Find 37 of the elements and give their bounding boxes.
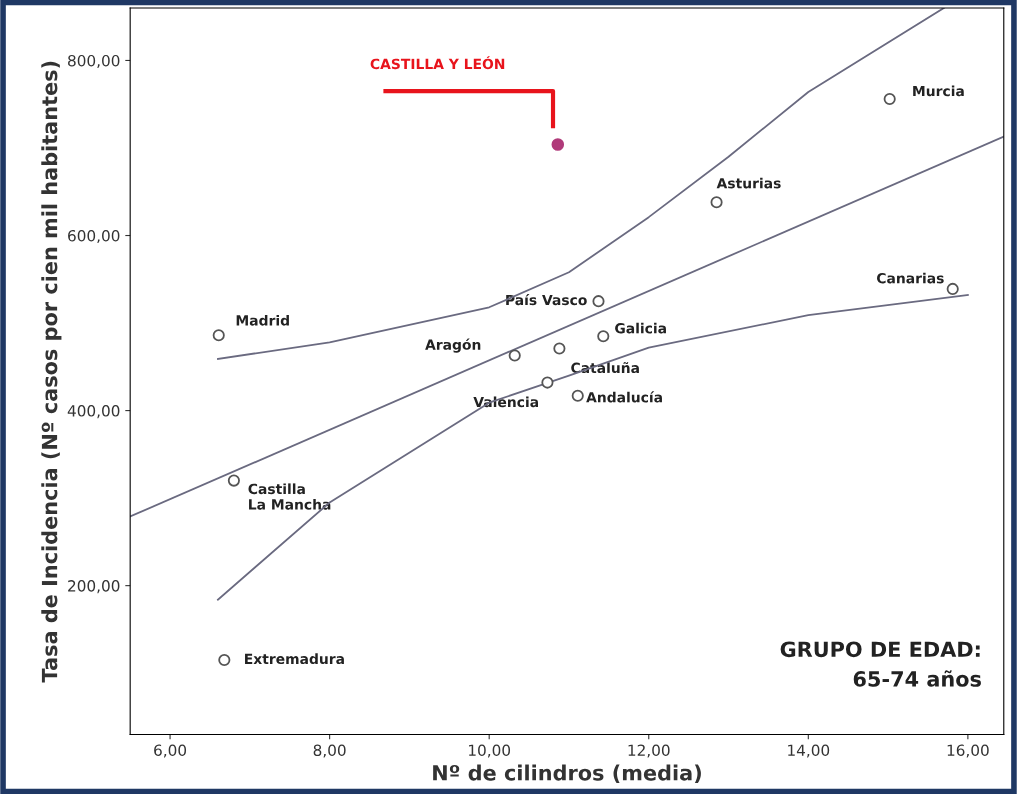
- annotation: Asturias: [716, 177, 781, 189]
- annotation: Aragón: [425, 338, 481, 353]
- annotation: Galicia: [615, 322, 666, 334]
- annotation: Canarias: [877, 272, 944, 284]
- point: [710, 196, 723, 209]
- x-tick-label: 8,00: [313, 744, 346, 758]
- annotation: Andalucía: [586, 391, 662, 403]
- point: [227, 474, 240, 487]
- point: [597, 330, 610, 343]
- y-tick-label: 400,00: [67, 405, 120, 419]
- annotation: Murcia: [913, 85, 964, 97]
- point: [551, 138, 565, 151]
- point: [508, 349, 521, 362]
- x-tick-label: 14,00: [788, 744, 830, 758]
- annotation: Extremadura: [245, 653, 344, 665]
- x-tick-label: 6,00: [154, 744, 187, 758]
- y-tick-label: 800,00: [68, 54, 120, 69]
- point: [571, 389, 584, 402]
- annotation: País Vasco: [506, 293, 587, 306]
- x-tick-label: 10,00: [469, 744, 511, 758]
- point: [218, 653, 231, 667]
- x-axis-title: Nº de cilindros (media): [433, 764, 701, 784]
- annotation: CASTILLA Y LEÓN: [370, 56, 505, 70]
- line-series: [217, 294, 969, 601]
- point: [592, 295, 605, 308]
- point: [946, 282, 959, 295]
- x-tick-label: 12,00: [628, 744, 670, 758]
- annotation: GRUPO DE EDAD: 65-74 años: [780, 641, 981, 687]
- y-tick-label: 600,00: [68, 229, 120, 244]
- point: [553, 342, 566, 355]
- y-axis-title: Tasa de Incidencia (Nº casos por cien mil habitantes): [41, 61, 62, 683]
- x-tick-label: 16,00: [947, 744, 989, 758]
- point: [541, 376, 554, 389]
- y-tick-label: 200,00: [68, 580, 120, 594]
- point: [883, 92, 896, 106]
- annotation: Madrid: [236, 314, 289, 326]
- point: [212, 329, 225, 342]
